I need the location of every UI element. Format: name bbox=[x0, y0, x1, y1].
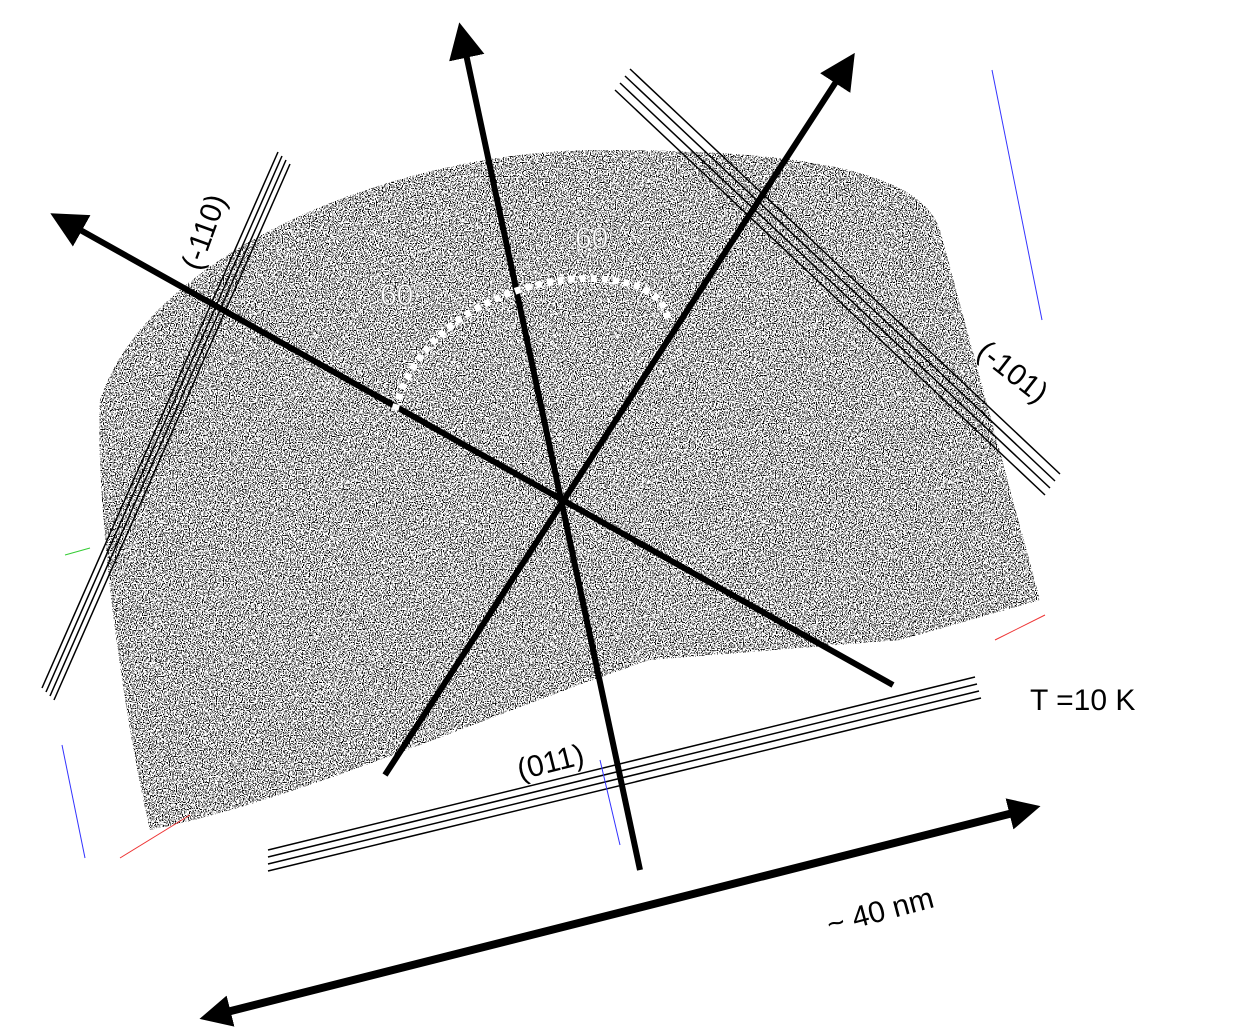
angle-label: 60° bbox=[575, 222, 620, 255]
angle-label: 60° bbox=[380, 279, 425, 312]
scale-label: ~ 40 nm bbox=[823, 882, 937, 942]
plane-label: (011) bbox=[514, 738, 588, 786]
temperature-label: T =10 K bbox=[1030, 684, 1135, 717]
diagram: (-110) (-101) (011) 60° 60° T =10 K ~ 40… bbox=[0, 0, 1243, 1033]
